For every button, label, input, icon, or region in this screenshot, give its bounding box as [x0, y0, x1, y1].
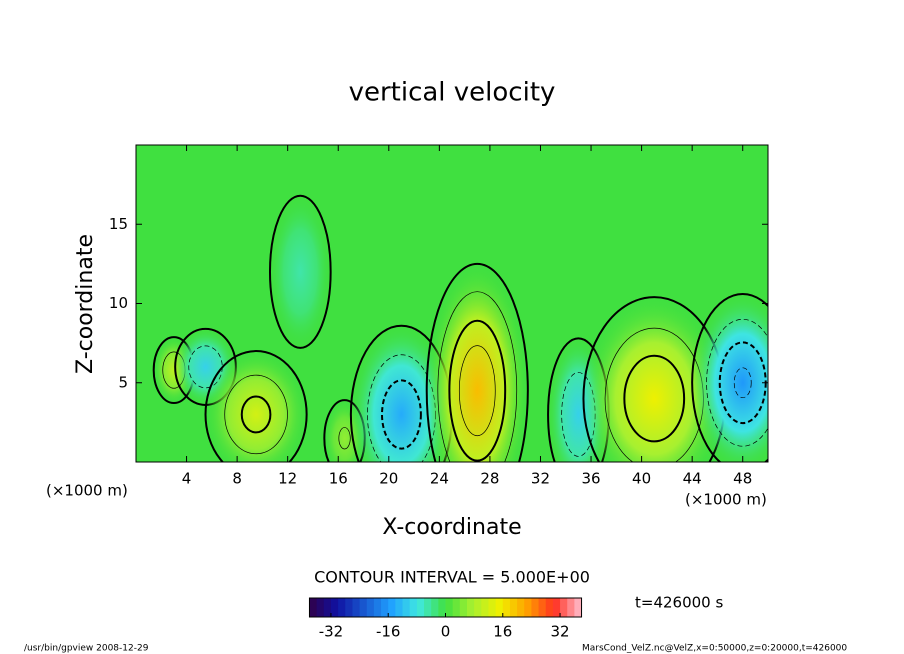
cell: [426, 263, 528, 462]
contour-line: [458, 345, 496, 437]
colorbar-cell: [531, 598, 540, 617]
colorbar-cell: [452, 598, 461, 617]
colorbar-cell: [545, 598, 554, 617]
cell: [205, 351, 307, 462]
colorbar-cell: [459, 598, 468, 617]
chart-title: vertical velocity: [349, 78, 556, 108]
contour-line: [268, 194, 332, 349]
x-axis-label: X-coordinate: [382, 515, 521, 540]
x-tick-label: 12: [278, 470, 297, 488]
colorbar-cell: [395, 598, 404, 617]
cell: [269, 195, 331, 348]
colorbar-cell: [366, 598, 375, 617]
colorbar-cell: [402, 598, 411, 617]
colorbar-cell: [438, 598, 446, 617]
colorbar-tick-label: -32: [319, 623, 344, 641]
colorbar-cell: [388, 598, 396, 617]
colorbar-cell: [574, 598, 583, 617]
y-axis-label: Z-coordinate: [73, 234, 98, 374]
x-tick-label: 32: [531, 470, 550, 488]
x-tick-label: 24: [430, 470, 449, 488]
colorbar-cell: [338, 598, 346, 617]
cell: [692, 294, 768, 462]
colorbar-cell: [381, 598, 389, 617]
colorbar-cell: [424, 598, 432, 617]
colorbar-cell: [409, 598, 418, 617]
colorbar-cell: [373, 598, 382, 617]
x-unit: (×1000 m): [685, 491, 767, 509]
x-tick-label: 48: [733, 470, 752, 488]
contour-line: [204, 350, 308, 462]
footer-left: /usr/bin/gpview 2008-12-29: [24, 644, 149, 654]
colorbar-cell: [359, 598, 368, 617]
colorbar-cell: [567, 598, 575, 617]
contour-line: [380, 379, 422, 450]
colorbar-cell: [309, 598, 318, 617]
x-tick-label: 4: [182, 470, 192, 488]
x-tick-label: 20: [379, 470, 398, 488]
field: [152, 194, 768, 462]
colorbar-cell: [466, 598, 475, 617]
contour-line: [338, 427, 351, 450]
colorbar-tick-label: 0: [441, 623, 451, 641]
contour-line: [425, 262, 529, 462]
colorbar-cell: [502, 598, 511, 617]
contour-line: [623, 354, 686, 443]
footer-right: MarsCond_VelZ.nc@VelZ,x=0:50000,z=0:2000…: [582, 644, 847, 654]
x-tick-label: 8: [232, 470, 242, 488]
colorbar-cell: [495, 598, 504, 617]
colorbar-cell: [416, 598, 425, 617]
cell: [350, 325, 452, 462]
contour-line: [733, 367, 752, 399]
y-tick-label: 15: [109, 215, 128, 233]
y-tick-label: 10: [109, 294, 128, 312]
contour-line: [448, 319, 507, 462]
colorbar-cell: [524, 598, 532, 617]
colorbar-cell: [445, 598, 454, 617]
time-label: t=426000 s: [635, 594, 723, 612]
colorbar-cell: [488, 598, 497, 617]
colorbar-cell: [323, 598, 332, 617]
contour-interval: CONTOUR INTERVAL = 5.000E+00: [314, 568, 590, 587]
colorbar-cell: [517, 598, 525, 617]
contour-line: [691, 293, 768, 462]
colorbar-cell: [330, 598, 339, 617]
colorbar-cell: [431, 598, 439, 617]
x-tick-label: 28: [480, 470, 499, 488]
colorbar-cell: [345, 598, 353, 617]
x-tick-label: 36: [581, 470, 600, 488]
contour-line: [240, 395, 272, 434]
colorbar-cell: [316, 598, 325, 617]
colorbar-cell: [352, 598, 361, 617]
colorbar-cell: [560, 598, 568, 617]
contour-line: [437, 291, 518, 462]
colorbar-tick-label: 16: [493, 623, 512, 641]
colorbar-cell: [481, 598, 489, 617]
z-unit: (×1000 m): [46, 482, 128, 500]
cell: [583, 297, 726, 462]
x-tick-label: 40: [632, 470, 651, 488]
colorbar-cell: [538, 598, 547, 617]
colorbar-cell: [509, 598, 518, 617]
x-tick-label: 16: [329, 470, 348, 488]
colorbar-tick-label: -16: [376, 623, 401, 641]
colorbar-cell: [474, 598, 482, 617]
contour-line: [224, 374, 288, 455]
x-tick-label: 44: [683, 470, 702, 488]
colorbar-tick-label: 32: [551, 623, 570, 641]
colorbar-cell: [552, 598, 561, 617]
y-tick-label: 5: [118, 373, 128, 391]
